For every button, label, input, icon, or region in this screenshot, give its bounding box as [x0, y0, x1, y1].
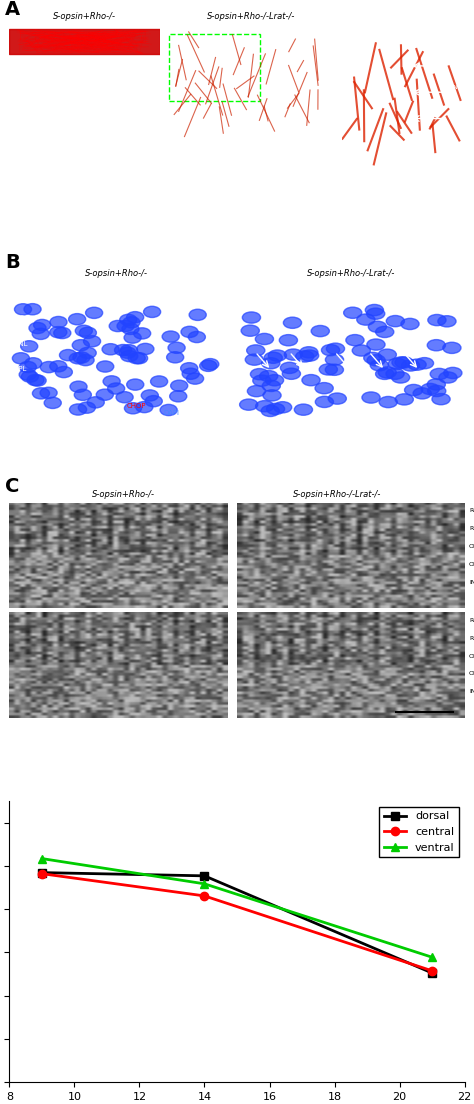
central: [39, 867, 45, 880]
ventral: [39, 852, 45, 866]
central: [429, 964, 435, 977]
dorsal: [201, 869, 207, 882]
Text: A: A: [5, 0, 20, 19]
dorsal: [39, 866, 45, 879]
central: [201, 890, 207, 903]
Line: central: central: [38, 870, 436, 975]
Line: dorsal: dorsal: [38, 869, 436, 977]
Legend: dorsal, central, ventral: dorsal, central, ventral: [379, 807, 459, 857]
dorsal: [429, 966, 435, 979]
ventral: [201, 878, 207, 891]
ventral: [429, 951, 435, 964]
Text: C: C: [5, 477, 19, 497]
Text: B: B: [5, 253, 20, 272]
Line: ventral: ventral: [38, 854, 436, 962]
Text: S-opsin+Rho-/-Lrat-/-: S-opsin+Rho-/-Lrat-/-: [293, 489, 381, 499]
Text: S-opsin+Rho-/-: S-opsin+Rho-/-: [92, 489, 155, 499]
